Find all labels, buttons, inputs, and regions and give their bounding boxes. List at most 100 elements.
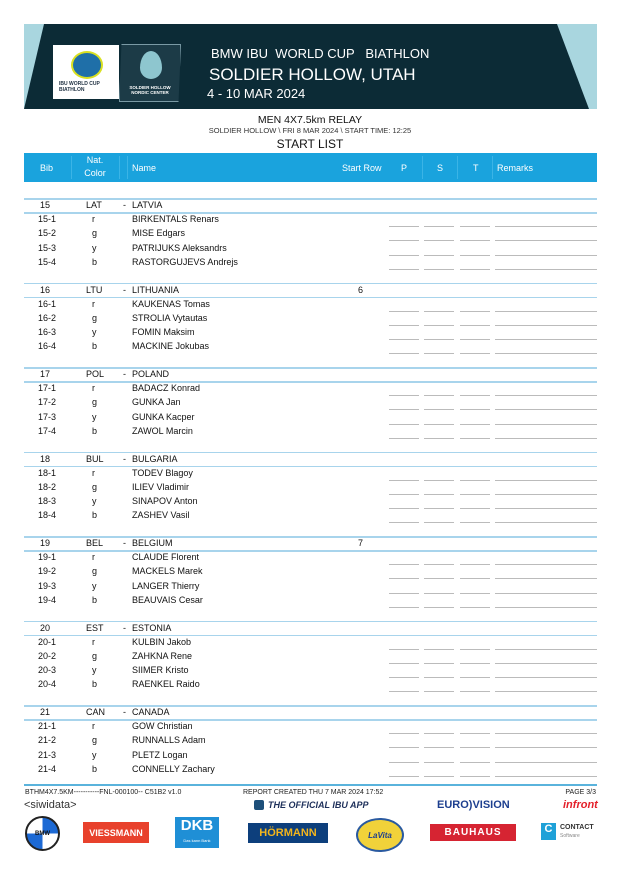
shooting-field[interactable] xyxy=(424,606,454,608)
time-field[interactable] xyxy=(460,324,490,326)
shooting-field[interactable] xyxy=(424,578,454,580)
penalty-field[interactable] xyxy=(389,339,419,341)
penalty-field[interactable] xyxy=(389,268,419,270)
shooting-field[interactable] xyxy=(424,648,454,650)
shooting-field[interactable] xyxy=(424,409,454,411)
remarks-field[interactable] xyxy=(495,268,597,270)
time-field[interactable] xyxy=(460,339,490,341)
penalty-field[interactable] xyxy=(389,733,419,734)
shooting-field[interactable] xyxy=(424,339,454,341)
remarks-field[interactable] xyxy=(495,564,597,565)
shooting-field[interactable] xyxy=(424,254,454,256)
remarks-field[interactable] xyxy=(495,677,597,679)
time-field[interactable] xyxy=(460,493,490,495)
shooting-field[interactable] xyxy=(424,761,454,763)
time-field[interactable] xyxy=(460,522,490,524)
penalty-field[interactable] xyxy=(389,564,419,565)
penalty-field[interactable] xyxy=(389,395,419,396)
remarks-field[interactable] xyxy=(495,662,597,664)
shooting-field[interactable] xyxy=(424,268,454,270)
penalty-field[interactable] xyxy=(389,677,419,679)
shooting-field[interactable] xyxy=(424,324,454,326)
shooting-field[interactable] xyxy=(424,677,454,679)
shooting-field[interactable] xyxy=(424,775,454,777)
remarks-field[interactable] xyxy=(495,691,597,693)
penalty-field[interactable] xyxy=(389,423,419,425)
penalty-field[interactable] xyxy=(389,226,419,227)
time-field[interactable] xyxy=(460,395,490,396)
penalty-field[interactable] xyxy=(389,747,419,749)
remarks-field[interactable] xyxy=(495,254,597,256)
time-field[interactable] xyxy=(460,423,490,425)
penalty-field[interactable] xyxy=(389,775,419,777)
shooting-field[interactable] xyxy=(424,479,454,481)
shooting-field[interactable] xyxy=(424,493,454,495)
penalty-field[interactable] xyxy=(389,691,419,693)
time-field[interactable] xyxy=(460,564,490,565)
shooting-field[interactable] xyxy=(424,747,454,749)
time-field[interactable] xyxy=(460,691,490,693)
penalty-field[interactable] xyxy=(389,324,419,326)
shooting-field[interactable] xyxy=(424,733,454,734)
remarks-field[interactable] xyxy=(495,592,597,594)
shooting-field[interactable] xyxy=(424,226,454,227)
penalty-field[interactable] xyxy=(389,353,419,355)
time-field[interactable] xyxy=(460,761,490,763)
remarks-field[interactable] xyxy=(495,578,597,580)
penalty-field[interactable] xyxy=(389,578,419,580)
penalty-field[interactable] xyxy=(389,606,419,608)
penalty-field[interactable] xyxy=(389,310,419,312)
time-field[interactable] xyxy=(460,677,490,679)
remarks-field[interactable] xyxy=(495,339,597,341)
time-field[interactable] xyxy=(460,479,490,481)
time-field[interactable] xyxy=(460,310,490,312)
time-field[interactable] xyxy=(460,226,490,227)
shooting-field[interactable] xyxy=(424,662,454,664)
time-field[interactable] xyxy=(460,648,490,650)
penalty-field[interactable] xyxy=(389,592,419,594)
time-field[interactable] xyxy=(460,592,490,594)
remarks-field[interactable] xyxy=(495,226,597,227)
shooting-field[interactable] xyxy=(424,437,454,439)
remarks-field[interactable] xyxy=(495,493,597,495)
penalty-field[interactable] xyxy=(389,409,419,411)
shooting-field[interactable] xyxy=(424,423,454,425)
shooting-field[interactable] xyxy=(424,395,454,396)
remarks-field[interactable] xyxy=(495,522,597,524)
remarks-field[interactable] xyxy=(495,353,597,355)
shooting-field[interactable] xyxy=(424,353,454,355)
remarks-field[interactable] xyxy=(495,775,597,777)
penalty-field[interactable] xyxy=(389,479,419,481)
remarks-field[interactable] xyxy=(495,606,597,608)
remarks-field[interactable] xyxy=(495,395,597,396)
time-field[interactable] xyxy=(460,508,490,510)
shooting-field[interactable] xyxy=(424,240,454,242)
time-field[interactable] xyxy=(460,578,490,580)
penalty-field[interactable] xyxy=(389,437,419,439)
remarks-field[interactable] xyxy=(495,508,597,510)
time-field[interactable] xyxy=(460,733,490,734)
penalty-field[interactable] xyxy=(389,254,419,256)
time-field[interactable] xyxy=(460,409,490,411)
penalty-field[interactable] xyxy=(389,240,419,242)
remarks-field[interactable] xyxy=(495,423,597,425)
remarks-field[interactable] xyxy=(495,733,597,734)
time-field[interactable] xyxy=(460,437,490,439)
penalty-field[interactable] xyxy=(389,493,419,495)
time-field[interactable] xyxy=(460,240,490,242)
time-field[interactable] xyxy=(460,268,490,270)
time-field[interactable] xyxy=(460,747,490,749)
shooting-field[interactable] xyxy=(424,564,454,565)
time-field[interactable] xyxy=(460,775,490,777)
shooting-field[interactable] xyxy=(424,508,454,510)
remarks-field[interactable] xyxy=(495,437,597,439)
remarks-field[interactable] xyxy=(495,324,597,326)
shooting-field[interactable] xyxy=(424,522,454,524)
remarks-field[interactable] xyxy=(495,761,597,763)
penalty-field[interactable] xyxy=(389,662,419,664)
remarks-field[interactable] xyxy=(495,240,597,242)
remarks-field[interactable] xyxy=(495,648,597,650)
remarks-field[interactable] xyxy=(495,479,597,481)
remarks-field[interactable] xyxy=(495,747,597,749)
shooting-field[interactable] xyxy=(424,691,454,693)
